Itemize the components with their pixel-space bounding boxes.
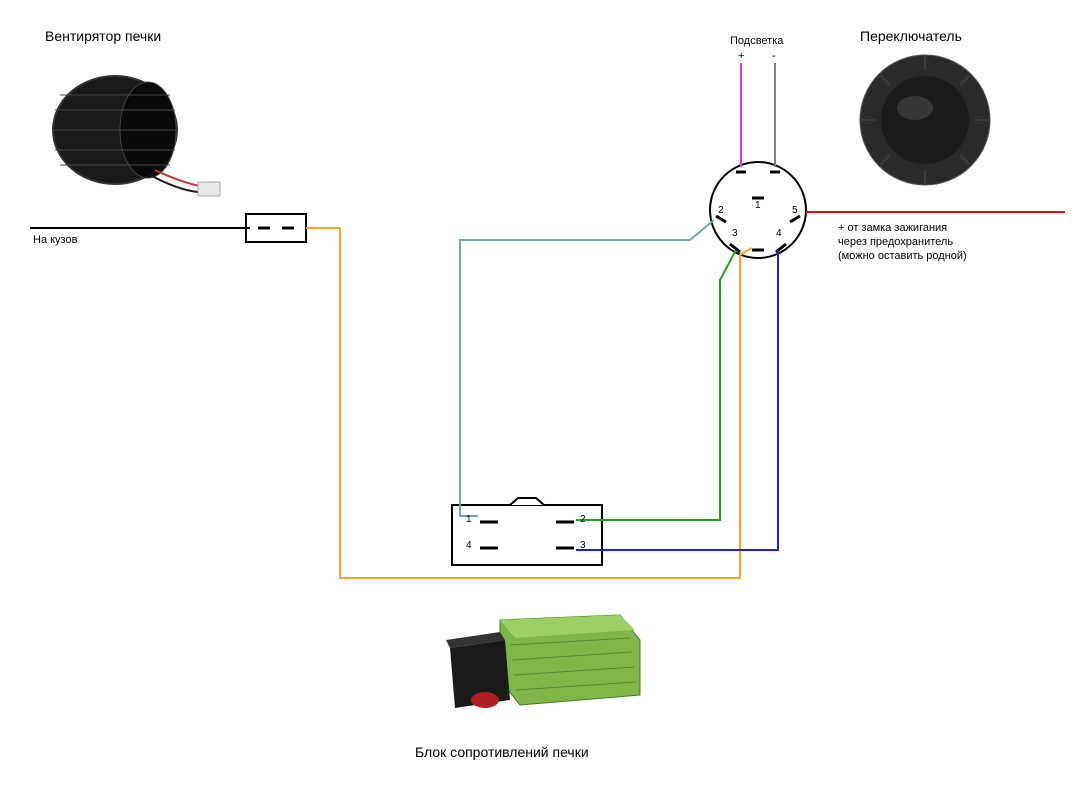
switch-pin-2: 2 — [718, 205, 724, 216]
switch-pin-4: 4 — [776, 228, 782, 239]
fan-illustration — [53, 76, 220, 196]
fan-connector — [246, 214, 306, 242]
resistor-title: Блок сопротивлений печки — [415, 744, 589, 760]
switch-pin-3: 3 — [732, 228, 738, 239]
conn-pin-1: 1 — [466, 514, 472, 525]
conn-pin-4: 4 — [466, 540, 472, 551]
wiring-diagram — [0, 0, 1076, 788]
conn-pin-2: 2 — [580, 514, 586, 525]
ignition-line1: + от замка зажигания — [838, 222, 947, 234]
backlight-minus: - — [772, 50, 776, 62]
resistor-connector — [452, 498, 602, 565]
backlight-label: Подсветка — [730, 35, 783, 47]
conn-pin-3: 3 — [580, 540, 586, 551]
switch-pin-1: 1 — [755, 200, 761, 211]
resistor-illustration — [446, 615, 640, 708]
fan-title: Вентирятор печки — [45, 28, 161, 44]
backlight-plus: + — [738, 50, 744, 62]
ground-label: На кузов — [33, 234, 77, 246]
switch-title: Переключатель — [860, 28, 962, 44]
switch-pin-5: 5 — [792, 205, 798, 216]
ignition-line2: через предохранитель — [838, 236, 953, 248]
switch-knob-illustration — [860, 55, 990, 185]
ignition-line3: (можно оставить родной) — [838, 250, 967, 262]
